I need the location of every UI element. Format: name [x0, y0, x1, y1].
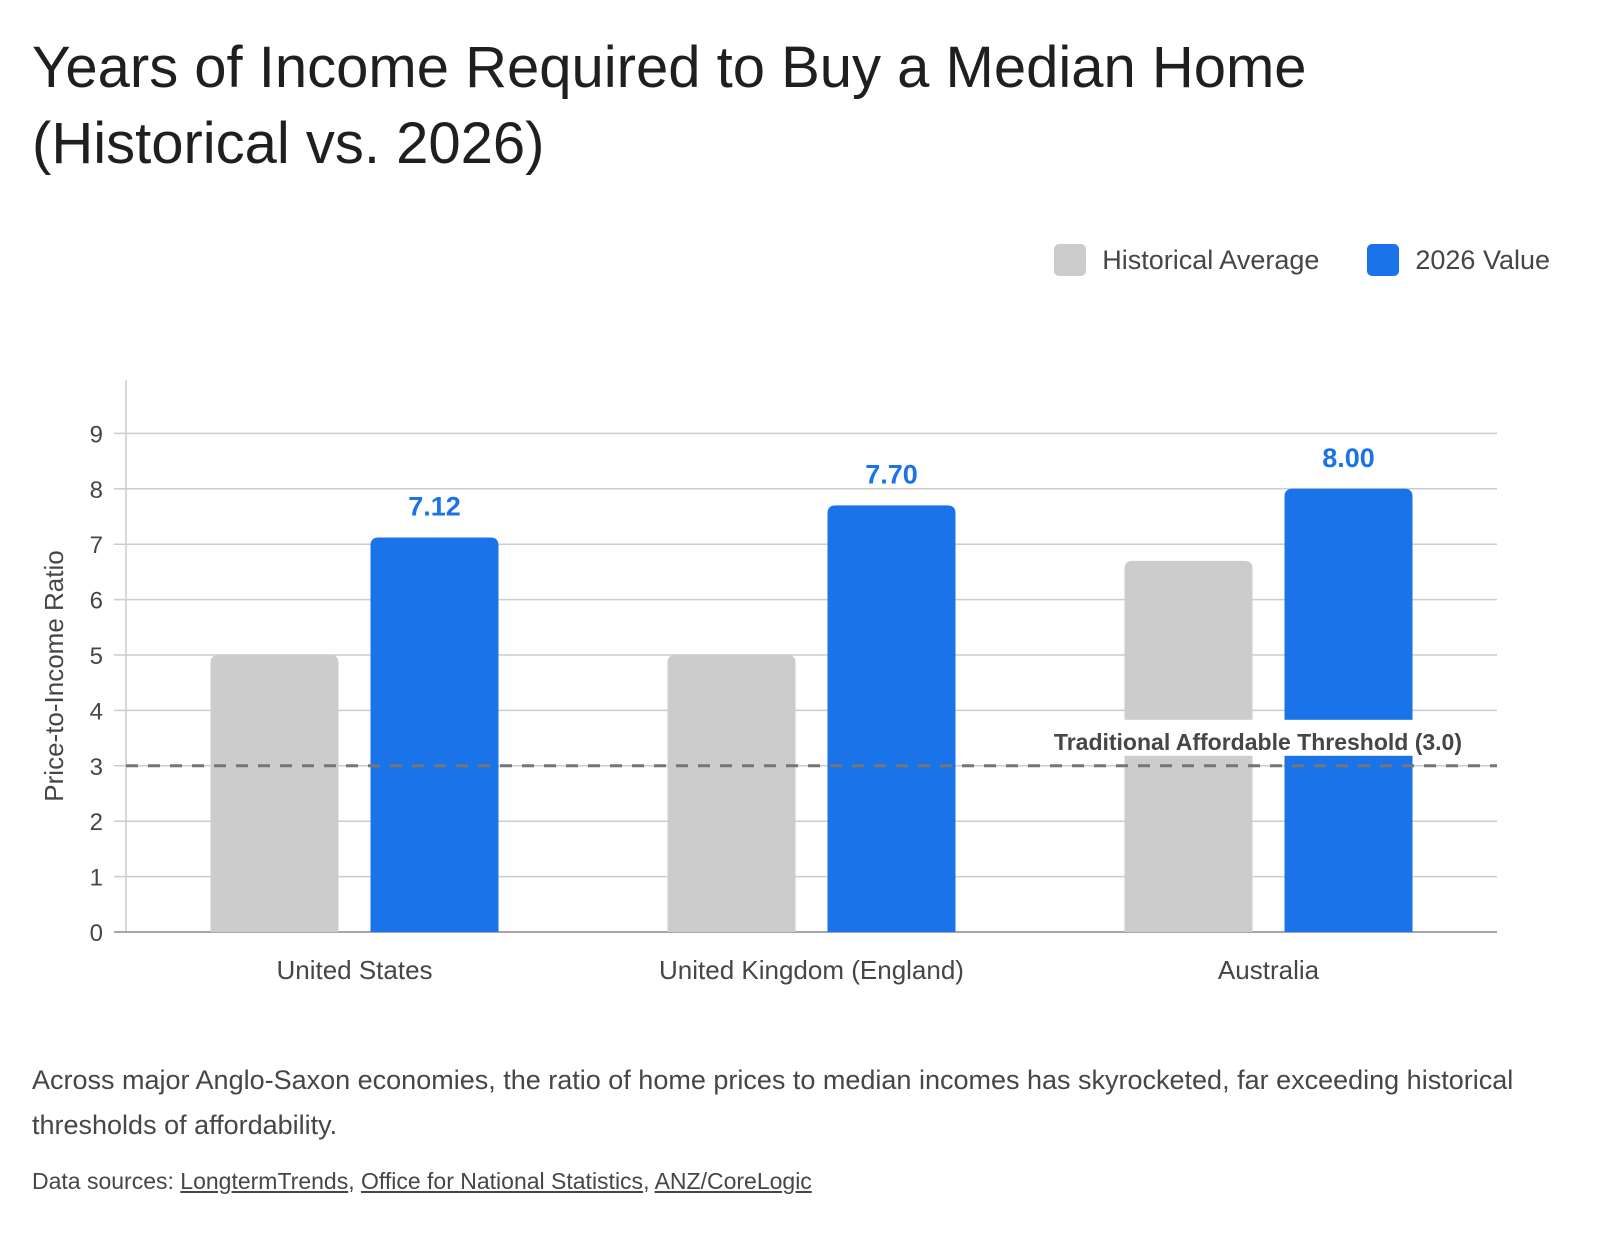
chart-title-line-1: Years of Income Required to Buy a Median… [32, 35, 1307, 100]
y-tick-label-0: 0 [90, 920, 103, 947]
legend-swatch-2026 [1367, 244, 1400, 276]
data-label-2026-0: 7.12 [408, 492, 461, 522]
legend-swatch-historical [1054, 244, 1087, 276]
data-label-2026-1: 7.70 [865, 459, 918, 489]
data-sources: Data sources: LongtermTrends, Office for… [32, 1168, 812, 1195]
y-axis-title: Price-to-Income Ratio [39, 550, 69, 801]
legend-item-historical: Historical Average [1054, 244, 1319, 276]
y-tick-label-7: 7 [90, 532, 103, 559]
y-tick-label-3: 3 [90, 754, 103, 781]
y-tick-label-1: 1 [90, 865, 103, 892]
chart-title: Years of Income Required to Buy a Median… [32, 30, 1532, 182]
bar-historical-1 [667, 655, 796, 932]
source-link-ons[interactable]: Office for National Statistics [360, 1168, 644, 1194]
threshold-label: Traditional Affordable Threshold (3.0) [1054, 729, 1462, 755]
y-tick-label-6: 6 [90, 588, 103, 615]
sources-prefix: Data sources: [32, 1168, 181, 1194]
y-tick-label-4: 4 [90, 698, 103, 725]
x-tick-label-2: Australia [1218, 955, 1320, 985]
y-tick-label-5: 5 [90, 643, 103, 670]
legend-label-2026: 2026 Value [1415, 244, 1550, 275]
bar-2026-0 [370, 537, 499, 932]
bar-chart: 0 1 2 3 4 5 6 7 8 9 Price-to-Income Ratio 7.12 Unite… [39, 380, 1497, 985]
x-tick-label-0: United States [276, 955, 432, 985]
bar-historical-0 [210, 655, 339, 932]
legend: Historical Average 2026 Value [1054, 244, 1550, 276]
source-link-longtermtrends[interactable]: LongtermTrends [180, 1168, 349, 1194]
y-tick-label-8: 8 [90, 477, 103, 504]
y-tick-label-2: 2 [90, 809, 103, 836]
y-tick-label-9: 9 [90, 421, 103, 448]
bar-2026-2 [1284, 488, 1413, 932]
sources-separator: , [643, 1168, 655, 1194]
legend-item-2026: 2026 Value [1367, 244, 1550, 276]
legend-label-historical: Historical Average [1102, 244, 1320, 275]
x-tick-label-1: United Kingdom (England) [659, 955, 964, 985]
sources-separator: , [348, 1168, 361, 1194]
chart-caption: Across major Anglo-Saxon economies, the … [32, 1065, 1514, 1140]
data-label-2026-2: 8.00 [1322, 443, 1375, 473]
chart-title-line-2: (Historical vs. 2026) [32, 111, 545, 176]
threshold-label-background [1048, 719, 1470, 756]
source-link-anz-corelogic[interactable]: ANZ/CoreLogic [654, 1168, 812, 1194]
bar-2026-1 [827, 505, 956, 932]
